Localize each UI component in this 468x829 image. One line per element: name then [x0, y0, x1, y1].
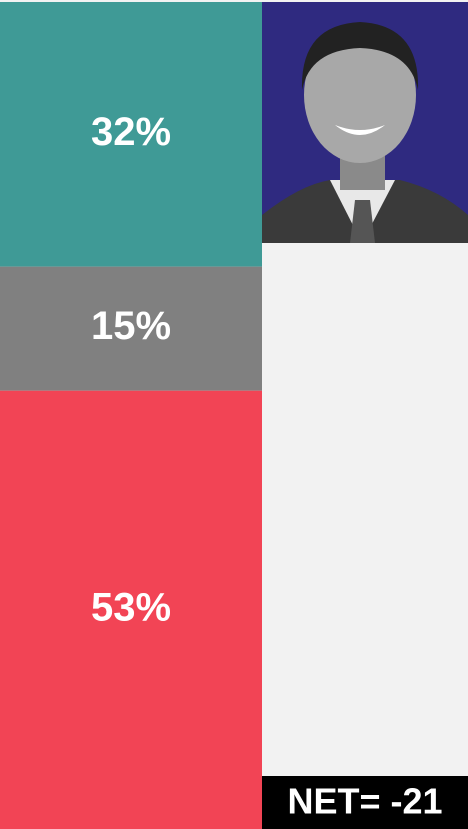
value-label: 53%: [91, 585, 171, 629]
chart: NET= -21 32% 15% 53%: [0, 0, 468, 829]
value-label: 15%: [91, 304, 171, 348]
page: NET= -21 32%15%53% (() => { const data =…: [0, 0, 468, 829]
value-label: 32%: [91, 110, 171, 154]
net-label: NET= -21: [287, 781, 442, 822]
portrait: [262, 2, 468, 243]
